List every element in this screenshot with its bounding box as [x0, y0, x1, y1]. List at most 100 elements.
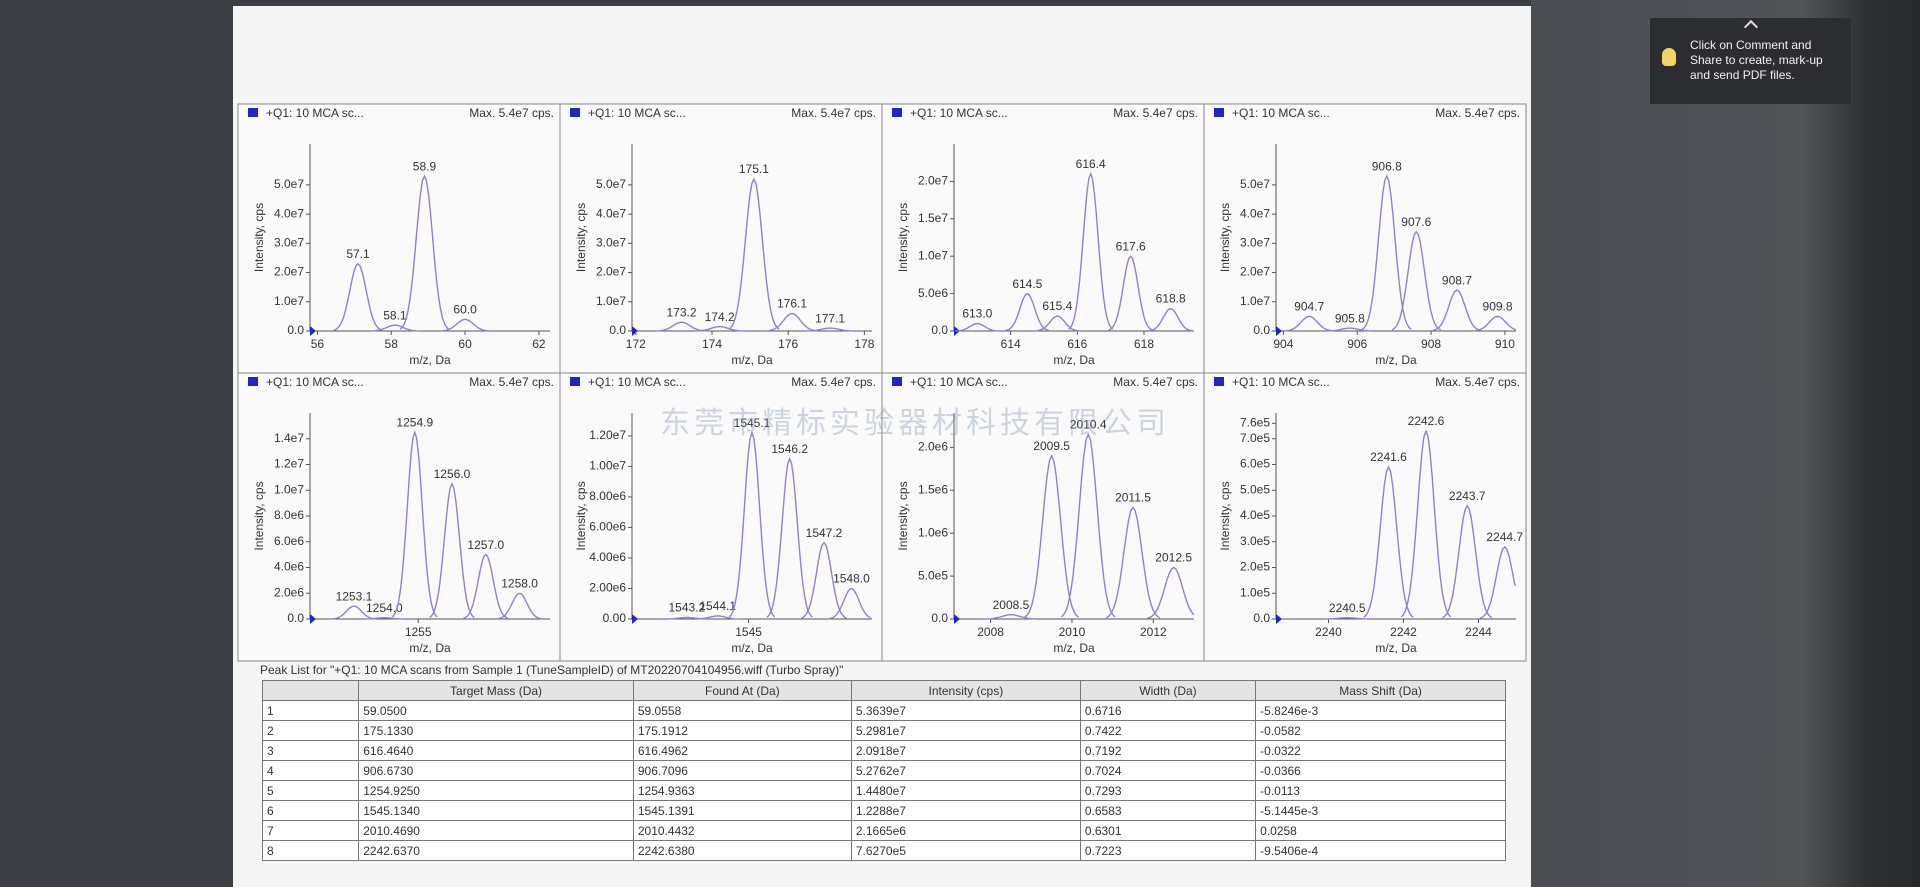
panel-frame [237, 103, 561, 374]
x-axis-label: m/z, Da [731, 641, 773, 655]
x-tick-label: 2240 [1315, 625, 1342, 639]
max-label: Max. 5.4e7 cps. [791, 375, 876, 389]
y-tick-label: 2.0e6 [274, 585, 304, 599]
peak-profile [1035, 315, 1080, 332]
y-tick-label: 0.0 [609, 323, 626, 337]
peak-profile [391, 429, 438, 618]
y-axis-label: Intensity, cps [574, 481, 588, 550]
y-tick-label: 7.6e5 [1240, 415, 1270, 429]
panel-header: +Q1: 10 MCA sc... [1232, 375, 1330, 389]
table-cell: -0.0113 [1255, 780, 1506, 801]
y-tick-label: 5.0e7 [1240, 177, 1270, 191]
y-axis-label: Intensity, cps [1218, 481, 1232, 550]
peak-label: 2242.6 [1408, 414, 1445, 428]
peak-profile [1363, 465, 1414, 618]
y-tick-label: 2.0e7 [274, 265, 304, 279]
max-label: Max. 5.4e7 cps. [469, 375, 554, 389]
y-tick-label: 2.0e6 [918, 440, 948, 454]
table-cell: 0.7192 [1079, 740, 1257, 761]
y-tick-label: 8.0e6 [274, 508, 304, 522]
panel-header: +Q1: 10 MCA sc... [1232, 106, 1330, 120]
peak-label: 906.8 [1372, 159, 1402, 173]
x-tick-label: 2242 [1390, 625, 1417, 639]
peak-profile [1479, 545, 1516, 619]
table-cell: 0.0258 [1255, 820, 1506, 841]
table-cell: -5.8246e-3 [1255, 700, 1506, 721]
panel-header: +Q1: 10 MCA sc... [266, 375, 364, 389]
spectrum-panel: +Q1: 10 MCA sc... Max. 5.4e7 cps. 0.0 5.0e5… [881, 372, 1205, 662]
table-cell: 616.4640 [358, 740, 634, 761]
x-tick-label: 60 [458, 337, 472, 351]
y-tick-label: 1.0e7 [1240, 294, 1270, 308]
table-cell: 2010.4690 [358, 820, 634, 841]
peak-label: 617.6 [1116, 239, 1146, 253]
y-tick-label: 6.0e6 [274, 534, 304, 548]
comment-popup[interactable]: Click on Comment and Share to create, ma… [1650, 18, 1851, 104]
column-header: Mass Shift (Da) [1255, 680, 1506, 701]
peak-profile [1391, 230, 1442, 331]
peak-label: 1548.0 [833, 572, 870, 586]
peak-profile [955, 322, 1000, 332]
table-row: 7 2010.4690 2010.4432 2.1665e6 0.6301 0.0258 [261, 820, 1506, 841]
max-label: Max. 5.4e7 cps. [791, 106, 876, 120]
peak-label: 173.2 [667, 305, 697, 319]
peak-label: 1546.2 [771, 442, 808, 456]
y-tick-label: 1.4e7 [274, 431, 304, 445]
panel-header: +Q1: 10 MCA sc... [588, 106, 686, 120]
y-tick-label: 8.00e6 [589, 489, 626, 503]
peak-profile [1060, 432, 1116, 618]
table-cell: 7.6270e5 [850, 840, 1081, 861]
origin-marker [954, 614, 960, 624]
peak-profile [1473, 315, 1517, 332]
origin-marker [632, 326, 638, 336]
peak-label: 908.7 [1442, 273, 1472, 287]
table-cell: 5.2981e7 [850, 720, 1081, 741]
peak-label: 60.0 [453, 302, 477, 316]
panel-frame [559, 372, 883, 662]
table-row: 4 906.6730 906.7096 5.2762e7 0.7024 -0.0366 [261, 760, 1506, 781]
table-cell: 5.2762e7 [850, 760, 1081, 781]
peak-label: 618.8 [1156, 292, 1186, 306]
peak-label: 174.2 [705, 310, 735, 324]
trace-swatch [892, 377, 902, 386]
peak-profile [766, 312, 818, 332]
origin-marker [632, 614, 638, 624]
trace-swatch [570, 377, 580, 386]
origin-marker [310, 614, 316, 624]
table-cell: 0.7422 [1079, 720, 1257, 741]
y-tick-label: 2.0e5 [1240, 560, 1270, 574]
column-header: Width (Da) [1079, 680, 1257, 701]
peak-profile [333, 262, 383, 331]
y-tick-label: 0.0 [1253, 611, 1270, 625]
peak-label: 613.0 [962, 307, 992, 321]
peak-profile [694, 325, 745, 332]
origin-marker [310, 326, 316, 336]
x-tick-label: 904 [1273, 337, 1293, 351]
table-cell: 2242.6380 [632, 840, 852, 861]
column-header: Target Mass (Da) [358, 680, 634, 701]
y-tick-label: 1.00e7 [589, 459, 626, 473]
panel-header: +Q1: 10 MCA sc... [588, 375, 686, 389]
trace-swatch [248, 108, 258, 117]
y-axis-label: Intensity, cps [896, 203, 910, 272]
table-cell: 5 [261, 780, 360, 801]
spectrum-panel: +Q1: 10 MCA sc... Max. 5.4e7 cps. 0.0 1.0e5… [1203, 372, 1527, 662]
y-tick-label: 4.0e7 [596, 206, 626, 220]
table-cell: 5.3639e7 [850, 700, 1081, 721]
peak-profile [984, 613, 1038, 620]
y-tick-label: 1.0e7 [274, 482, 304, 496]
peak-profile [1108, 255, 1153, 331]
origin-marker [1276, 614, 1282, 624]
peak-profile [1400, 428, 1452, 618]
table-cell: 59.0558 [632, 700, 852, 721]
peak-profile [429, 482, 475, 619]
peak-profile [463, 553, 509, 619]
x-tick-label: 56 [311, 337, 325, 351]
table-cell: 0.6583 [1079, 800, 1257, 821]
trace-swatch [1214, 377, 1224, 386]
collapse-caret[interactable] [1743, 19, 1759, 35]
panel-frame [1203, 372, 1527, 662]
y-tick-label: 1.5e7 [918, 211, 948, 225]
peak-label: 1543.2 [669, 601, 706, 615]
peak-profile [1005, 292, 1050, 332]
